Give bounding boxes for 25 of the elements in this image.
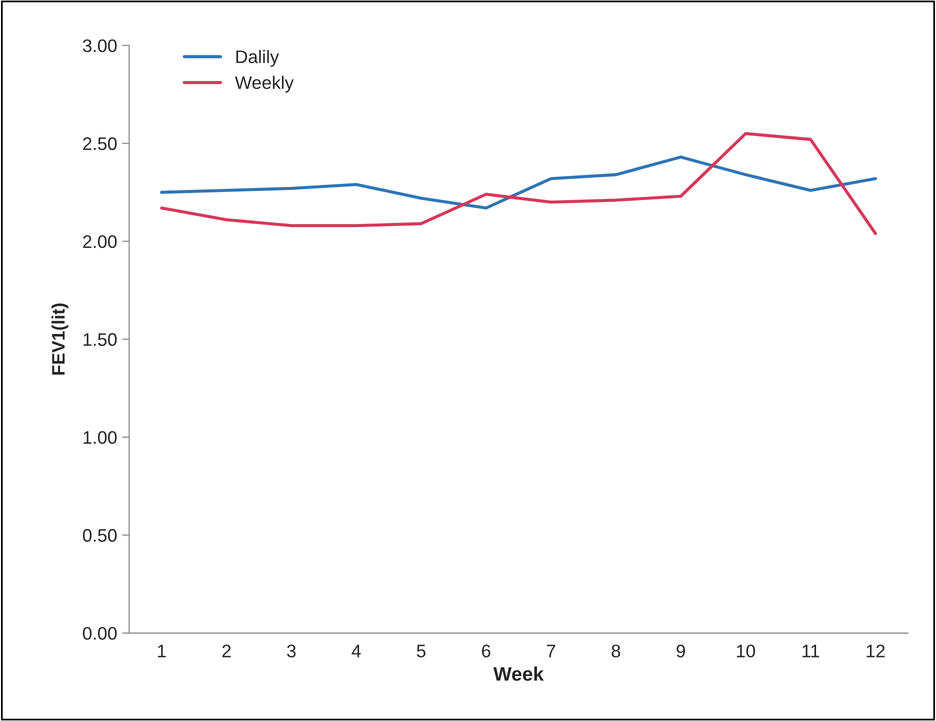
x-tick-label: 11: [802, 644, 820, 658]
y-tick-label: 2.00: [83, 235, 117, 248]
y-tick-label: 1.00: [84, 431, 117, 444]
y-tick-label: 3.00: [82, 39, 117, 52]
y-tick-label: 0.00: [82, 626, 117, 640]
y-tick-label: 2.50: [83, 137, 117, 150]
x-tick-label: 12: [866, 644, 885, 658]
x-tick-label: 8: [612, 644, 620, 658]
legend-label: Weekly: [234, 76, 294, 93]
legend-label: Dalily: [236, 50, 280, 67]
x-tick-label: 9: [676, 644, 685, 658]
line-series: [160, 132, 877, 235]
x-tick-label: 7: [546, 644, 556, 658]
x-axis-title: Week: [493, 666, 544, 681]
x-tick-label: 3: [287, 644, 296, 658]
y-axis-title: FEV1(lit): [52, 304, 68, 375]
y-tick-label: 1.50: [84, 333, 117, 346]
line-series: [160, 156, 877, 210]
x-tick-label: 6: [482, 644, 490, 658]
x-tick-label: 5: [416, 644, 426, 658]
x-tick-label: 1: [158, 644, 166, 658]
x-tick-label: 2: [222, 644, 231, 658]
x-tick-label: 4: [352, 644, 361, 658]
y-tick-label: 0.50: [82, 529, 117, 542]
x-tick-label: 10: [737, 644, 756, 658]
